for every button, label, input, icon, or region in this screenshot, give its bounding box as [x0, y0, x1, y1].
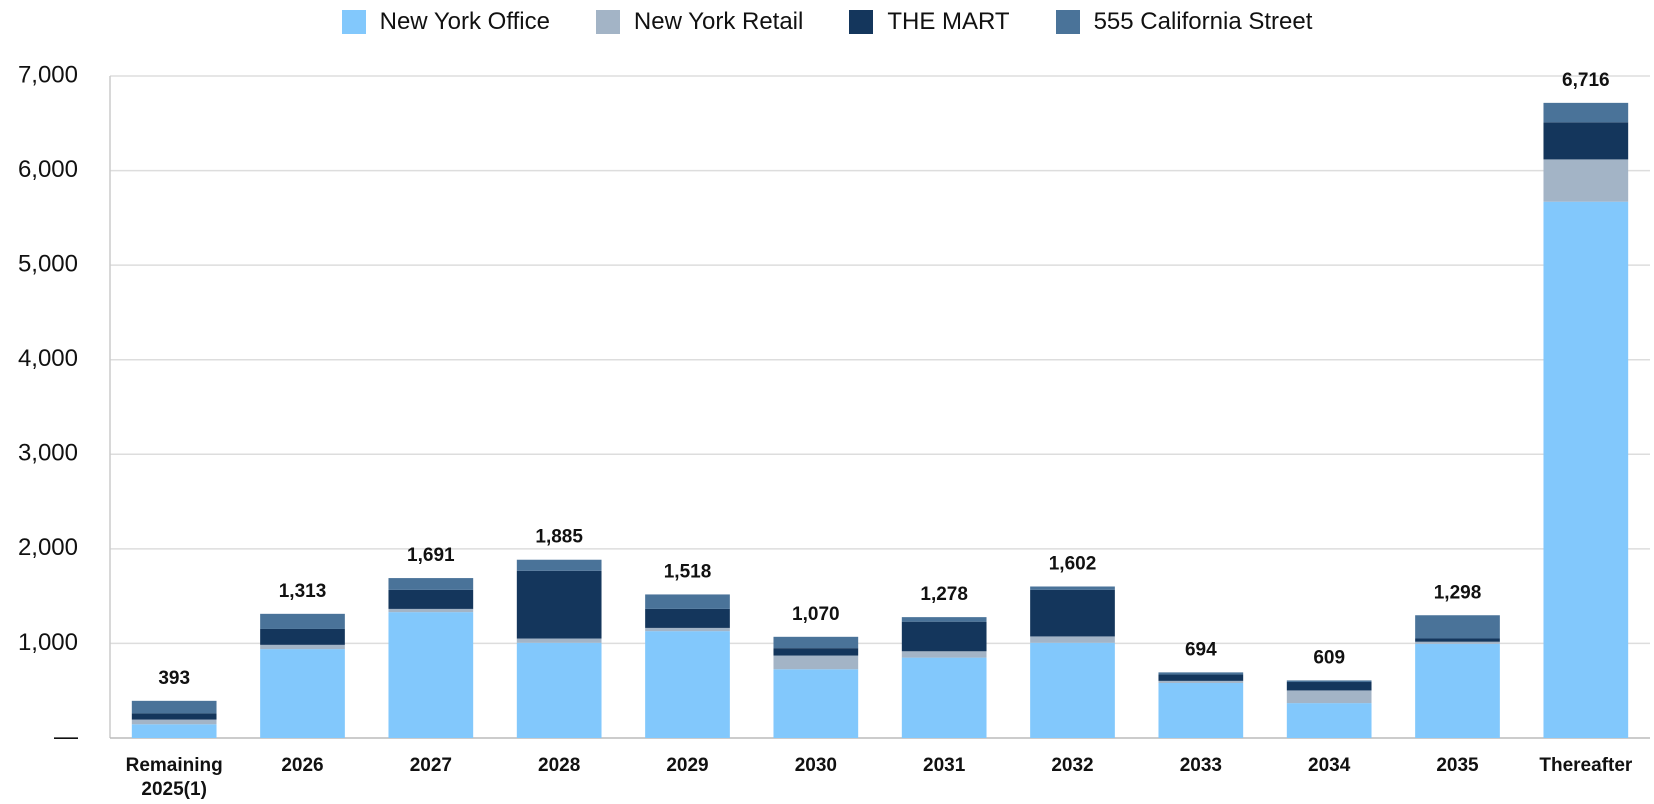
x-tick-label: 2030 — [794, 755, 837, 776]
x-tick-label: 2032 — [1051, 755, 1094, 776]
bar-segment — [1286, 690, 1372, 704]
legend-label: THE MART — [887, 8, 1010, 35]
total-label: 1,278 — [920, 584, 968, 605]
x-tick-label: 2033 — [1179, 755, 1222, 776]
x-tick-label: 2026 — [281, 755, 324, 776]
x-tick-label: 2028 — [538, 755, 581, 776]
bar-segment — [773, 655, 859, 670]
total-label: 1,298 — [1434, 582, 1482, 603]
bar-segment — [1415, 615, 1500, 639]
legend-swatch — [595, 10, 620, 34]
total-label: 694 — [1185, 639, 1217, 660]
legend-swatch — [1055, 10, 1080, 34]
bar-segment — [260, 649, 345, 738]
bar-segment — [516, 570, 602, 639]
total-label: 1,885 — [535, 527, 583, 548]
x-tick-label: 2031 — [923, 755, 966, 776]
bar-segment — [260, 644, 345, 650]
bar-segment — [1543, 159, 1629, 202]
legend-label: New York Retail — [633, 8, 804, 35]
bar-segment — [1415, 641, 1500, 644]
bar-segment — [260, 613, 345, 629]
total-label: 1,602 — [1049, 554, 1097, 575]
bar-segment — [901, 617, 987, 622]
bar-segment — [516, 559, 602, 571]
y-tick-label: 1,000 — [18, 629, 78, 656]
bar-segment — [388, 589, 474, 609]
y-tick-label: 4,000 — [18, 345, 78, 372]
bar-segment — [388, 612, 474, 738]
bar-segment — [388, 608, 474, 613]
bar-segment — [645, 627, 730, 632]
bar-segment — [901, 621, 987, 652]
y-tick-label: 7,000 — [18, 61, 78, 88]
total-label: 393 — [158, 668, 190, 689]
x-tick-label: 2034 — [1308, 755, 1351, 776]
bar-segment — [1158, 674, 1244, 681]
legend-swatch — [849, 10, 874, 34]
legend-item: New York Office — [341, 8, 550, 36]
bar-segment — [773, 669, 859, 738]
bar-segment — [1158, 672, 1244, 675]
y-tick-label: 3,000 — [18, 440, 78, 467]
bar-segment — [1543, 201, 1629, 738]
bar-segment — [1030, 636, 1115, 643]
bar-segment — [131, 724, 217, 738]
bar-segment — [1158, 680, 1244, 683]
bar-segment — [1286, 682, 1372, 691]
legend-item: 555 California Street — [1055, 8, 1313, 36]
bar-segment — [645, 631, 730, 738]
bar-segment — [516, 642, 602, 738]
bar-segment — [1030, 589, 1115, 637]
bar-segment — [1158, 682, 1244, 738]
legend-item: New York Retail — [595, 8, 804, 36]
y-tick-label: — — [54, 723, 78, 750]
bar-segment — [1030, 642, 1115, 738]
x-tick-label: Remaining 2025(1) — [125, 755, 223, 800]
total-label: 1,313 — [279, 581, 327, 602]
y-tick-label: 2,000 — [18, 534, 78, 561]
y-tick-label: 5,000 — [18, 250, 78, 277]
bar-segment — [1543, 102, 1629, 123]
bar-segment — [131, 713, 217, 720]
bar-segment — [131, 700, 217, 714]
bar-segment — [1030, 586, 1115, 590]
bar-segment — [388, 578, 474, 590]
x-tick-label: 2027 — [409, 755, 452, 776]
bar-segment — [645, 608, 730, 628]
bar-segment — [901, 657, 987, 738]
bar-segment — [901, 651, 987, 658]
bar-segment — [1543, 122, 1629, 160]
total-label: 1,518 — [664, 561, 712, 582]
x-tick-label: 2029 — [666, 755, 709, 776]
bar-segment — [516, 638, 602, 643]
legend-label: New York Office — [379, 8, 550, 35]
legend: New York Office New York Retail THE MART 55… — [0, 8, 1654, 36]
bar-segment — [1286, 703, 1372, 738]
bar-segment — [131, 719, 217, 725]
bar-segment — [645, 594, 730, 609]
x-tick-label: Thereafter — [1539, 755, 1633, 776]
total-label: 6,716 — [1562, 70, 1610, 91]
bar-segment — [773, 648, 859, 656]
bar-segment — [773, 636, 859, 649]
bar-segment — [1286, 680, 1372, 683]
legend-item: THE MART — [849, 8, 1010, 36]
bar-segment — [1415, 643, 1500, 738]
bar-segment — [1415, 638, 1500, 642]
legend-label: 555 California Street — [1093, 8, 1313, 35]
y-tick-label: 6,000 — [18, 156, 78, 183]
total-label: 609 — [1313, 647, 1345, 668]
total-label: 1,691 — [407, 545, 455, 566]
x-tick-label: 2035 — [1436, 755, 1479, 776]
total-label: 1,070 — [792, 604, 840, 625]
bar-segment — [260, 628, 345, 645]
legend-swatch — [341, 10, 366, 34]
